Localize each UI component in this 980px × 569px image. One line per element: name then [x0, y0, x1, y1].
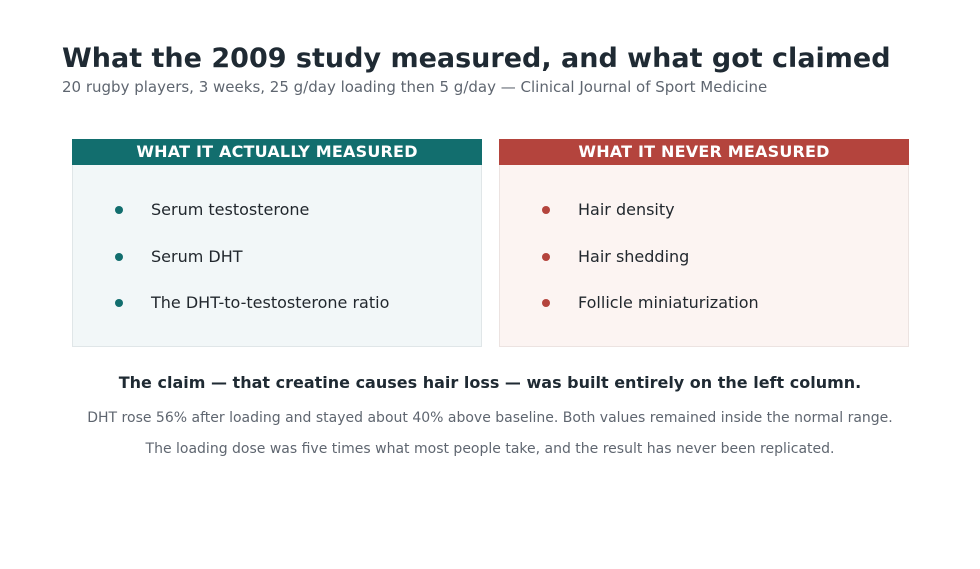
bullet-dot-icon: [115, 252, 123, 261]
list-item: Follicle miniaturization: [500, 280, 908, 327]
measured-list: Serum testosterone Serum DHT The DHT-to-…: [73, 187, 481, 327]
list-item-label: Serum DHT: [151, 246, 243, 266]
list-item-label: Follicle miniaturization: [578, 293, 759, 312]
measured-panel: WHAT IT ACTUALLY MEASURED Serum testoste…: [72, 139, 482, 347]
not-measured-panel: WHAT IT NEVER MEASURED Hair density Hair…: [499, 139, 909, 347]
list-item: Hair shedding: [500, 234, 908, 281]
not-measured-list: Hair density Hair shedding Follicle mini…: [500, 187, 908, 327]
not-measured-panel-heading: WHAT IT NEVER MEASURED: [499, 139, 909, 165]
measured-panel-heading: WHAT IT ACTUALLY MEASURED: [72, 139, 482, 165]
list-item-label: The DHT-to-testosterone ratio: [151, 293, 390, 312]
page-subtitle: 20 rugby players, 3 weeks, 25 g/day load…: [62, 78, 768, 96]
list-item: Serum testosterone: [73, 187, 481, 234]
list-item-label: Hair shedding: [578, 246, 690, 266]
bullet-dot-icon: [542, 206, 550, 214]
list-item: Serum DHT: [73, 234, 481, 281]
list-item: Hair density: [500, 187, 908, 234]
claim-statement: The claim — that creatine causes hair lo…: [118, 373, 862, 392]
page-title: What the 2009 study measured, and what g…: [62, 43, 891, 74]
list-item: The DHT-to-testosterone ratio: [73, 280, 481, 327]
bullet-dot-icon: [115, 299, 123, 307]
bullet-dot-icon: [115, 206, 123, 214]
bullet-dot-icon: [542, 252, 550, 261]
list-item-label: Hair density: [578, 200, 675, 219]
bullet-dot-icon: [542, 299, 550, 307]
list-item-label: Serum testosterone: [151, 200, 310, 219]
footnote-loading-dose: The loading dose was five times what mos…: [145, 441, 835, 457]
footnote-dht-result: DHT rose 56% after loading and stayed ab…: [87, 410, 893, 426]
